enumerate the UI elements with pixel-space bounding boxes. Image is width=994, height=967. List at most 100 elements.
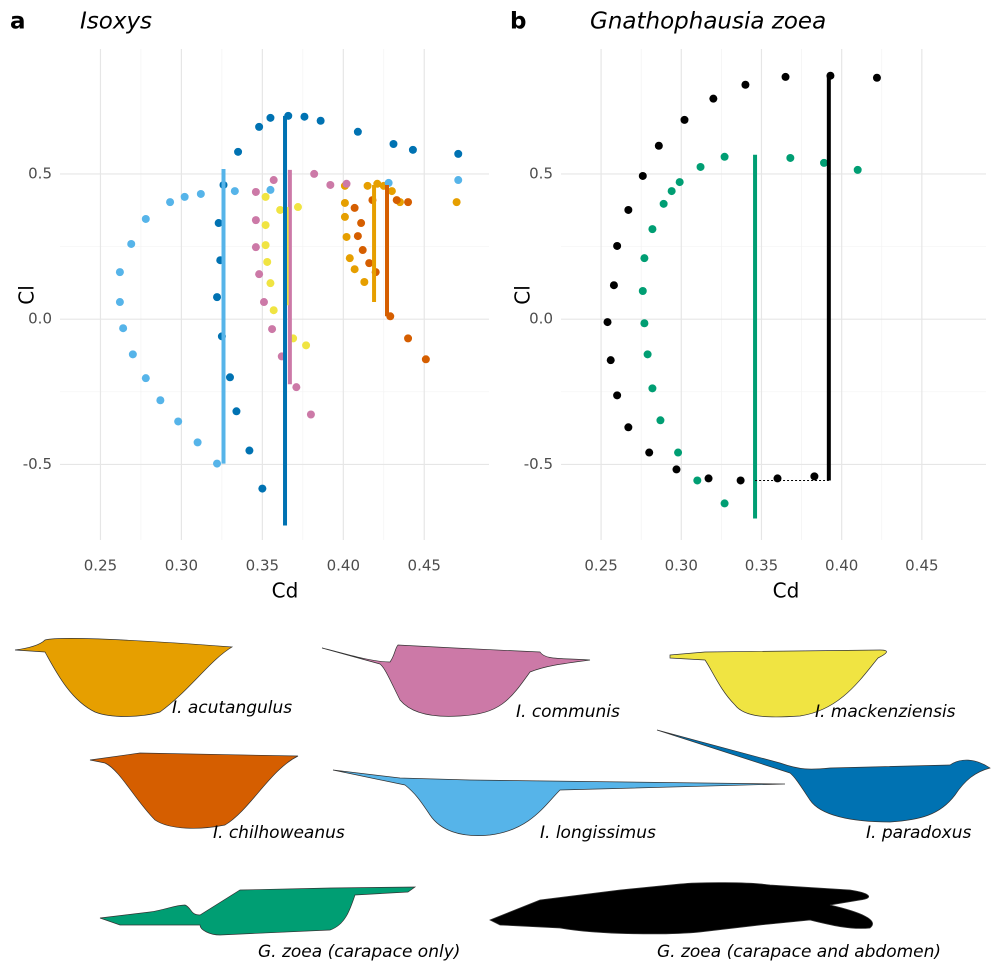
- point: [741, 81, 749, 89]
- y-tick-label: -0.5: [524, 455, 553, 473]
- point: [697, 163, 705, 171]
- point: [782, 73, 790, 81]
- point: [262, 193, 270, 201]
- figure: aIsoxysbGnathophausia zoeaCdCdClClI. acu…: [0, 0, 994, 967]
- point: [341, 199, 349, 207]
- point: [709, 95, 717, 103]
- point: [234, 148, 242, 156]
- point: [127, 240, 135, 248]
- panel-title: Isoxys: [80, 9, 152, 35]
- point: [693, 476, 701, 484]
- point: [119, 324, 127, 332]
- point: [232, 407, 240, 415]
- y-tick-label: 0.0: [529, 310, 553, 328]
- point: [639, 172, 647, 180]
- species-label: I. longissimus: [540, 823, 656, 843]
- point: [341, 213, 349, 221]
- point: [252, 243, 260, 251]
- point: [156, 396, 164, 404]
- point: [357, 219, 365, 227]
- point: [607, 356, 615, 364]
- point: [624, 423, 632, 431]
- y-tick-label: 0.5: [28, 164, 52, 182]
- point: [268, 325, 276, 333]
- point: [326, 181, 334, 189]
- point: [422, 355, 430, 363]
- point: [343, 233, 351, 241]
- point: [639, 287, 647, 295]
- point: [276, 206, 284, 214]
- point: [721, 153, 729, 161]
- point: [388, 187, 396, 195]
- point: [300, 113, 308, 121]
- species-label: I. paradoxus: [866, 823, 971, 843]
- point: [873, 74, 881, 82]
- x-tick-label: 0.45: [408, 557, 441, 575]
- x-tick-label: 0.35: [745, 557, 778, 575]
- point: [674, 449, 682, 457]
- point: [252, 188, 260, 196]
- point: [166, 198, 174, 206]
- point: [270, 176, 278, 184]
- point: [393, 196, 401, 204]
- point: [676, 178, 684, 186]
- x-axis-label: Cd: [272, 579, 299, 603]
- x-tick-label: 0.45: [905, 557, 938, 575]
- point: [174, 417, 182, 425]
- point: [181, 193, 189, 201]
- point: [810, 472, 818, 480]
- point: [258, 485, 266, 493]
- x-tick-label: 0.25: [584, 557, 617, 575]
- point: [668, 187, 676, 195]
- point: [262, 241, 270, 249]
- panel-title: Gnathophausia zoea: [590, 9, 826, 35]
- point: [737, 476, 745, 484]
- silhouette: [100, 887, 415, 935]
- point: [302, 341, 310, 349]
- point: [197, 190, 205, 198]
- point: [260, 298, 268, 306]
- point: [774, 474, 782, 482]
- panel-label: b: [510, 9, 526, 35]
- point: [317, 117, 325, 125]
- point: [270, 306, 278, 314]
- x-tick-label: 0.35: [246, 557, 279, 575]
- point: [648, 384, 656, 392]
- x-tick-label: 0.40: [327, 557, 360, 575]
- x-tick-label: 0.40: [825, 557, 858, 575]
- point: [252, 216, 260, 224]
- point: [294, 203, 302, 211]
- species-label: I. mackenziensis: [815, 702, 956, 722]
- point: [404, 334, 412, 342]
- point: [310, 170, 318, 178]
- point: [454, 150, 462, 158]
- point: [624, 206, 632, 214]
- point: [680, 116, 688, 124]
- y-tick-label: 0.0: [28, 310, 52, 328]
- point: [255, 123, 263, 131]
- species-label: I. acutangulus: [172, 698, 292, 718]
- point: [721, 499, 729, 507]
- point: [648, 225, 656, 233]
- x-tick-label: 0.30: [165, 557, 198, 575]
- point: [129, 350, 137, 358]
- point: [213, 460, 221, 468]
- point: [786, 154, 794, 162]
- silhouette: [90, 753, 298, 828]
- point: [245, 447, 253, 455]
- y-axis-label: Cl: [511, 285, 535, 305]
- point: [213, 293, 221, 301]
- species-label: G. zoea (carapace and abdomen): [657, 942, 941, 962]
- species-label: I. chilhoweanus: [213, 823, 345, 843]
- point: [672, 465, 680, 473]
- point: [404, 198, 412, 206]
- point: [266, 186, 274, 194]
- point: [640, 254, 648, 262]
- point: [854, 166, 862, 174]
- point: [610, 281, 618, 289]
- silhouette: [490, 883, 873, 934]
- point: [266, 114, 274, 122]
- point: [262, 221, 270, 229]
- point: [604, 318, 612, 326]
- point: [263, 258, 271, 266]
